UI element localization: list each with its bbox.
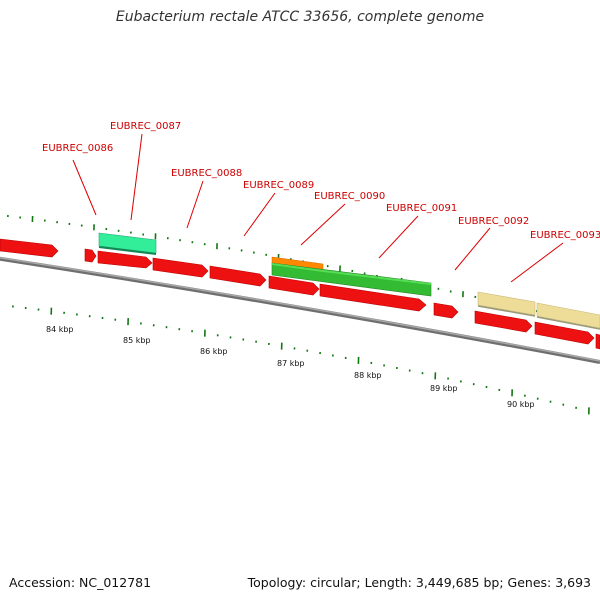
leader-line: [186, 180, 204, 229]
map-title: Eubacterium rectale ATCC 33656, complete…: [115, 9, 485, 25]
gene-label[interactable]: EUBREC_0092: [458, 216, 529, 227]
gene-feature-green-top: [272, 263, 431, 285]
scale-label: 90 kbp: [507, 400, 535, 409]
gene-feature[interactable]: [209, 265, 267, 287]
gene-features: [0, 232, 600, 350]
scale-label: 85 kbp: [123, 336, 151, 345]
scale-label: 89 kbp: [430, 384, 458, 393]
leader-line: [72, 159, 97, 216]
scale-tick-ring: [12, 305, 590, 415]
gene-feature-cream-edge: [536, 316, 600, 330]
scale-labels: 84 kbp 85 kbp 86 kbp 87 kbp 88 kbp 89 kb…: [46, 325, 535, 409]
gene-feature[interactable]: [152, 257, 209, 278]
gene-feature[interactable]: [0, 238, 59, 258]
scale-label: 84 kbp: [46, 325, 74, 334]
gene-feature-cream[interactable]: [536, 302, 600, 329]
gene-label[interactable]: EUBREC_0090: [314, 191, 385, 202]
gene-label[interactable]: EUBREC_0088: [171, 168, 242, 179]
gene-feature[interactable]: [534, 321, 595, 345]
gene-feature[interactable]: [97, 250, 153, 269]
gene-feature[interactable]: [84, 248, 97, 263]
scale-label: 86 kbp: [200, 347, 228, 356]
gene-label[interactable]: EUBREC_0087: [110, 121, 181, 132]
gene-feature[interactable]: [268, 275, 320, 296]
gene-labels: EUBREC_0086 EUBREC_0087 EUBREC_0088 EUBR…: [42, 121, 600, 241]
gene-feature[interactable]: [433, 302, 459, 319]
gene-label[interactable]: EUBREC_0089: [243, 180, 314, 191]
scale-label: 88 kbp: [354, 371, 382, 380]
gene-feature-green[interactable]: [271, 262, 432, 297]
genome-summary-text: Topology: circular; Length: 3,449,685 bp…: [247, 575, 591, 590]
leader-line: [454, 227, 491, 271]
gene-feature-cream-edge: [477, 305, 536, 317]
leader-line: [130, 133, 143, 221]
leader-line: [243, 192, 276, 237]
gene-feature[interactable]: [595, 333, 600, 350]
leader-line: [300, 203, 346, 246]
accession-text: Accession: NC_012781: [9, 575, 152, 590]
leader-line: [510, 242, 564, 283]
gene-feature-teal-edge: [98, 246, 157, 255]
genome-backbone-highlight: [0, 257, 600, 362]
genome-backbone: [0, 256, 600, 364]
gene-feature-cream[interactable]: [477, 291, 536, 316]
gene-label[interactable]: EUBREC_0093: [530, 230, 600, 241]
scale-label: 87 kbp: [277, 359, 305, 368]
gene-feature[interactable]: [474, 310, 533, 333]
gene-feature[interactable]: [319, 283, 427, 312]
leader-line: [378, 215, 419, 259]
gene-label[interactable]: EUBREC_0091: [386, 203, 457, 214]
label-leader-lines: [72, 133, 564, 283]
gene-label[interactable]: EUBREC_0086: [42, 143, 113, 154]
